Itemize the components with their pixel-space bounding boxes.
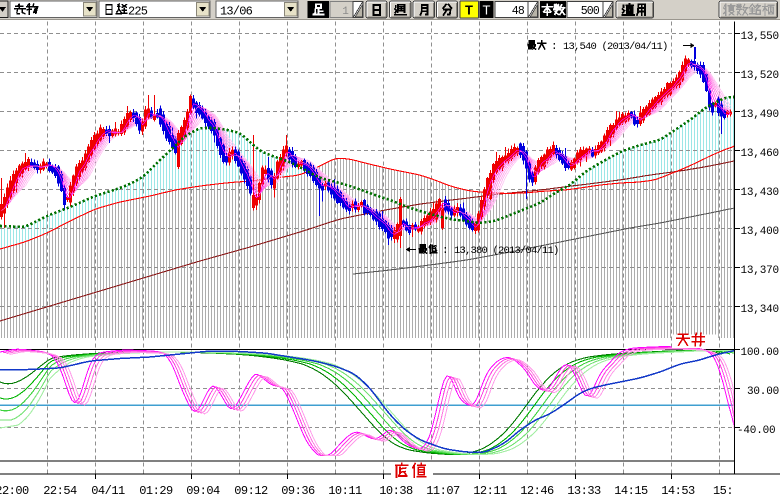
svg-text:13,340: 13,340 <box>741 304 779 316</box>
svg-text:500: 500 <box>581 5 600 18</box>
svg-text:12:11: 12:11 <box>473 484 507 498</box>
svg-text:01:29: 01:29 <box>139 484 173 498</box>
svg-text:15:: 15: <box>713 484 733 498</box>
svg-text:12:46: 12:46 <box>520 484 554 498</box>
svg-text:225: 225 <box>128 5 148 19</box>
svg-text:14:15: 14:15 <box>614 484 648 498</box>
svg-text:22:54: 22:54 <box>43 484 77 498</box>
svg-text:10:11: 10:11 <box>328 484 362 498</box>
svg-text:13,460: 13,460 <box>741 148 779 160</box>
svg-text:04/11: 04/11 <box>91 484 125 498</box>
svg-text:30.00: 30.00 <box>747 386 779 398</box>
svg-text:1: 1 <box>342 6 349 18</box>
svg-text:13,490: 13,490 <box>741 109 779 121</box>
svg-text::: : <box>551 41 557 53</box>
svg-text:13,380 (2013/04/11): 13,380 (2013/04/11) <box>454 245 559 257</box>
svg-text:T: T <box>465 3 473 18</box>
svg-text:13,540 (2013/04/11): 13,540 (2013/04/11) <box>563 41 668 53</box>
svg-text:13/06: 13/06 <box>220 5 253 19</box>
svg-text:-40.00: -40.00 <box>737 425 775 437</box>
svg-text:13,520: 13,520 <box>741 70 779 82</box>
svg-text:13,430: 13,430 <box>741 187 779 199</box>
svg-text:100.00: 100.00 <box>741 347 779 359</box>
svg-text:14:53: 14:53 <box>661 484 695 498</box>
svg-text:T: T <box>483 3 491 18</box>
svg-text:13,400: 13,400 <box>741 226 779 238</box>
svg-text:13,550: 13,550 <box>741 31 779 43</box>
svg-text:13:33: 13:33 <box>567 484 601 498</box>
svg-text:09:36: 09:36 <box>281 484 315 498</box>
svg-text:22:00: 22:00 <box>0 484 29 498</box>
svg-text:09:12: 09:12 <box>234 484 268 498</box>
svg-text:09:04: 09:04 <box>186 484 220 498</box>
svg-text::: : <box>442 245 448 257</box>
svg-text:48: 48 <box>512 5 525 18</box>
svg-text:13,370: 13,370 <box>741 265 779 277</box>
svg-text:11:07: 11:07 <box>426 484 460 498</box>
svg-text:10:38: 10:38 <box>379 484 413 498</box>
